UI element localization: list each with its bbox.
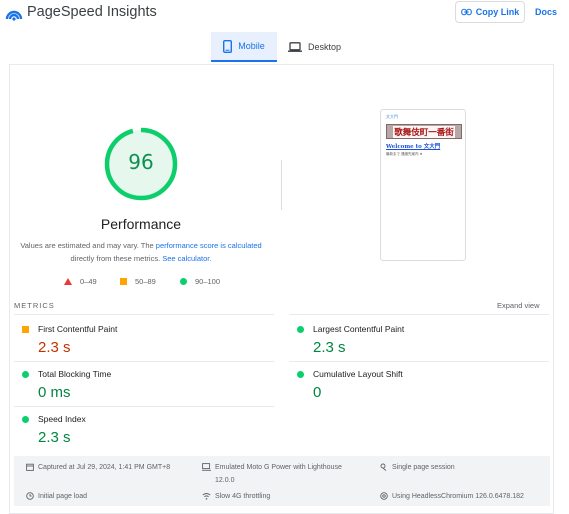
- browser-icon: [380, 492, 388, 500]
- session-type: Single page session: [380, 461, 455, 474]
- pass-circle-icon: [297, 371, 304, 378]
- calculator-link[interactable]: See calculator.: [162, 254, 212, 263]
- legend-item-pass: 90–100: [180, 277, 220, 286]
- screenshot-text-line: 最新まで 連絡先案内 ★: [386, 152, 423, 156]
- legend-item-fail: 0–49: [64, 277, 97, 286]
- emulated-device: Emulated Moto G Power with Lighthouse 12…: [202, 461, 342, 487]
- metric-name: Total Blocking Time: [38, 369, 112, 379]
- page-screenshot: 文大門 歌舞伎町一番街 Welcome to 文大門 最新まで 連絡先案内 ★: [380, 109, 466, 261]
- tab-desktop-label: Desktop: [308, 42, 342, 52]
- top-bar: PageSpeed Insights Copy Link Docs: [0, 0, 569, 32]
- report-card: [9, 64, 554, 514]
- metric-name: Cumulative Layout Shift: [313, 369, 403, 379]
- runtime-settings: Captured at Jul 29, 2024, 1:41 PM GMT+8 …: [14, 456, 550, 506]
- score-note: Values are estimated and may vary. The p…: [17, 239, 265, 265]
- divider: [289, 361, 549, 362]
- pagespeed-logo-icon: [5, 10, 23, 21]
- laptop-icon: [288, 42, 302, 52]
- legend-item-average: 50–89: [120, 277, 156, 286]
- score-gauge-arc: [104, 127, 178, 201]
- score-note-middle: directly from these metrics.: [70, 254, 163, 263]
- summary-divider: [281, 160, 282, 210]
- metric-name: First Contentful Paint: [38, 324, 118, 334]
- metric-name: Largest Contentful Paint: [313, 324, 405, 334]
- browser-text: Using HeadlessChromium 126.0.6478.182: [392, 493, 524, 500]
- metric-value: 2.3 s: [38, 339, 71, 356]
- copy-link-label: Copy Link: [475, 7, 520, 17]
- calendar-icon: [26, 463, 34, 471]
- metric-name: Speed Index: [38, 414, 86, 424]
- network-throttling: Slow 4G throttling: [202, 490, 270, 503]
- metric-value: 0 ms: [38, 384, 71, 401]
- metric-value: 2.3 s: [313, 339, 346, 356]
- session-text: Single page session: [392, 464, 455, 471]
- metric-value: 2.3 s: [38, 429, 71, 446]
- divider: [289, 314, 549, 315]
- screenshot-top-text: 文大門: [386, 114, 398, 119]
- score-calculation-link[interactable]: performance score is calculated: [155, 241, 262, 250]
- page-load-text: Initial page load: [38, 493, 88, 500]
- score-gauge: [104, 127, 178, 201]
- device-text-block: Emulated Moto G Power with Lighthouse 12…: [215, 461, 342, 487]
- session-icon: [380, 463, 387, 471]
- performance-score: 96: [128, 150, 154, 174]
- square-icon: [120, 278, 127, 285]
- wifi-icon: [202, 493, 211, 500]
- circle-icon: [180, 278, 187, 285]
- score-note-prefix: Values are estimated and may vary. The: [20, 241, 156, 250]
- tab-mobile-label: Mobile: [238, 41, 265, 51]
- metric-value: 0: [313, 384, 322, 401]
- screenshot-banner-text: 歌舞伎町一番街: [393, 125, 455, 138]
- metrics-heading: METRICS: [14, 301, 55, 310]
- link-icon: [460, 8, 472, 16]
- divider: [14, 361, 274, 362]
- divider: [14, 406, 274, 407]
- pass-circle-icon: [22, 371, 29, 378]
- device-text: Emulated Moto G Power with Lighthouse: [215, 464, 342, 471]
- device-icon: [202, 463, 211, 471]
- captured-at: Captured at Jul 29, 2024, 1:41 PM GMT+8: [26, 461, 170, 474]
- tab-mobile[interactable]: Mobile: [211, 32, 277, 62]
- pass-circle-icon: [297, 326, 304, 333]
- device-tabs: Mobile Desktop: [0, 32, 569, 62]
- captured-text: Captured at Jul 29, 2024, 1:41 PM GMT+8: [38, 464, 171, 471]
- average-square-icon: [22, 326, 29, 333]
- smartphone-icon: [223, 39, 233, 53]
- brand-name: PageSpeed Insights: [27, 4, 157, 20]
- page-load: Initial page load: [26, 490, 87, 503]
- tab-desktop[interactable]: Desktop: [288, 32, 358, 62]
- screenshot-welcome-link: Welcome to 文大門: [386, 144, 441, 150]
- lighthouse-version: 12.0.0: [215, 477, 235, 484]
- copy-link-button[interactable]: Copy Link: [455, 1, 525, 23]
- expand-view-button[interactable]: Expand view: [497, 301, 540, 310]
- divider: [14, 314, 274, 315]
- legend-label: 0–49: [80, 277, 97, 286]
- docs-link[interactable]: Docs: [535, 7, 558, 17]
- throttling-text: Slow 4G throttling: [215, 493, 271, 500]
- screenshot-banner: 歌舞伎町一番街: [386, 124, 462, 139]
- legend-label: 90–100: [195, 277, 221, 286]
- legend-label: 50–89: [135, 277, 156, 286]
- browser-version: Using HeadlessChromium 126.0.6478.182: [380, 490, 524, 503]
- triangle-icon: [64, 278, 72, 285]
- pass-circle-icon: [22, 416, 29, 423]
- category-title: Performance: [100, 216, 182, 232]
- clock-icon: [26, 492, 34, 500]
